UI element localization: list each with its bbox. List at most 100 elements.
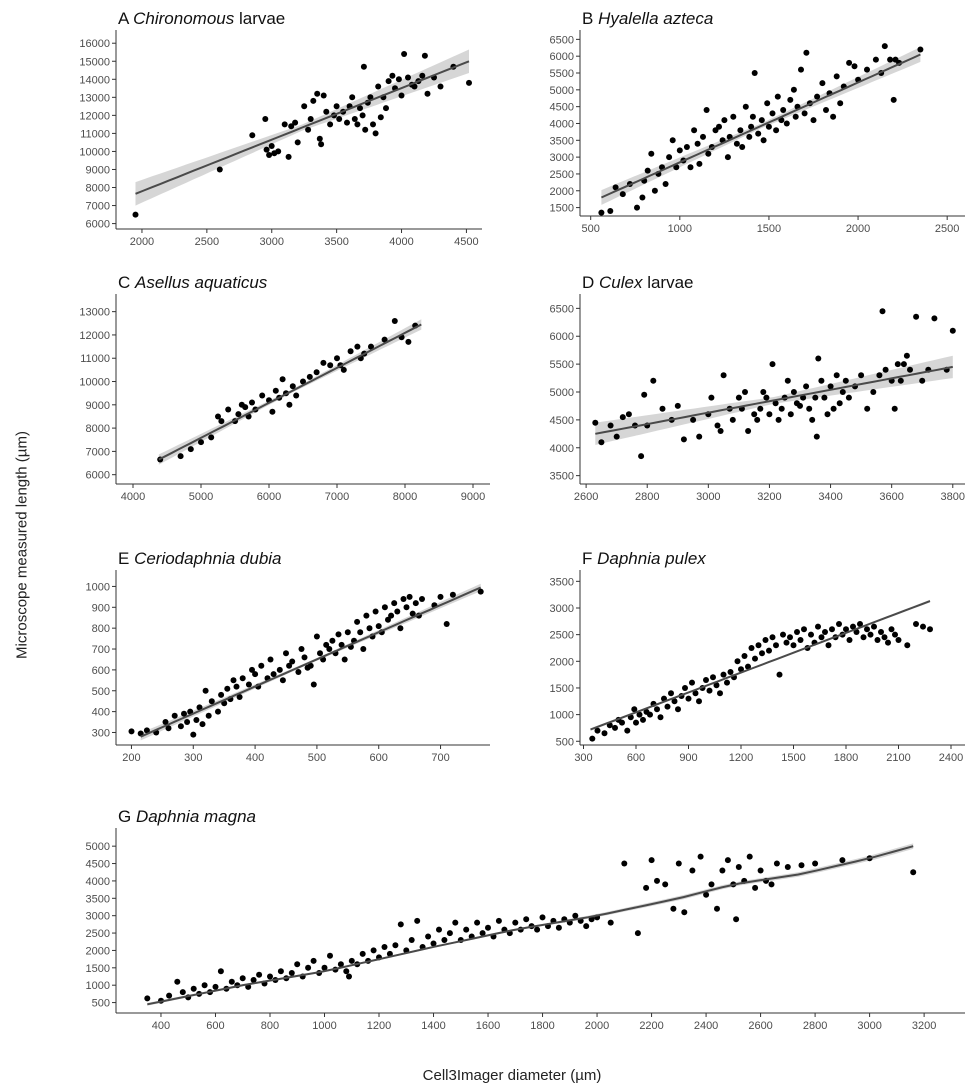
- data-point: [236, 694, 243, 700]
- data-point: [643, 884, 650, 891]
- data-point: [208, 698, 215, 705]
- panel-b: B Hyalella azteca 1500 2000 2500 3000 3500 400…: [550, 9, 965, 235]
- x-axis-title: Cell3Imager diameter (µm): [422, 1067, 602, 1084]
- x-tick-label: 2800: [803, 1020, 827, 1032]
- y-tick-label: 400: [92, 707, 110, 719]
- data-point: [846, 59, 853, 66]
- data-point: [333, 103, 340, 110]
- data-point: [419, 72, 426, 79]
- data-point: [783, 639, 790, 646]
- data-point: [872, 56, 879, 63]
- y-tick-label: 700: [92, 644, 110, 656]
- data-point: [235, 411, 242, 418]
- y-tick-label: 500: [92, 686, 110, 698]
- data-point: [675, 706, 681, 713]
- data-point: [713, 682, 720, 689]
- data-point: [286, 662, 293, 669]
- panel-c: C Asellus aquaticus 6000 7000 8000 9000 10000…: [79, 273, 490, 503]
- data-point: [803, 49, 810, 56]
- x-tick-label: 300: [574, 752, 592, 764]
- data-point: [662, 181, 669, 187]
- data-point: [414, 917, 421, 924]
- data-point: [733, 916, 740, 923]
- data-point: [193, 717, 200, 723]
- data-point: [372, 608, 379, 615]
- data-point: [752, 655, 758, 662]
- data-point: [823, 107, 829, 113]
- x-tick-label: 1200: [729, 752, 753, 764]
- data-point: [249, 399, 255, 406]
- data-point: [321, 964, 328, 971]
- data-point: [819, 80, 826, 87]
- data-point: [477, 588, 484, 595]
- data-point: [230, 677, 237, 684]
- data-point: [412, 600, 419, 607]
- data-point: [398, 92, 405, 99]
- x-tick-label: 600: [627, 752, 645, 764]
- data-point: [607, 919, 614, 926]
- y-tick-label: 12000: [79, 110, 110, 122]
- data-point: [675, 860, 682, 867]
- data-point: [818, 377, 825, 384]
- y-tick-label: 2000: [86, 945, 110, 957]
- data-point: [354, 121, 361, 128]
- data-point: [181, 710, 187, 717]
- data-point: [864, 626, 870, 633]
- data-point: [619, 414, 626, 421]
- data-point: [268, 143, 275, 149]
- data-point: [876, 372, 883, 379]
- y-tick-label: 16000: [79, 38, 110, 50]
- y-tick-label: 15000: [79, 56, 110, 68]
- data-point: [288, 123, 295, 130]
- data-point: [436, 926, 442, 933]
- y-tick-label: 1000: [550, 710, 574, 722]
- data-point: [313, 369, 320, 376]
- x-tick-label: 3000: [260, 236, 284, 248]
- x-tick-label: 4000: [121, 491, 145, 503]
- x-tick-label: 400: [152, 1020, 170, 1032]
- data-point: [666, 154, 673, 161]
- y-tick-label: 1500: [86, 963, 110, 975]
- data-point: [765, 123, 772, 130]
- data-point: [798, 66, 804, 73]
- data-point: [425, 933, 432, 940]
- data-point: [310, 681, 317, 688]
- x-tick-label: 2500: [195, 236, 219, 248]
- data-point: [633, 719, 639, 726]
- y-tick-label: 10000: [79, 146, 110, 158]
- data-point: [323, 108, 330, 115]
- x-tick-label: 2400: [694, 1020, 718, 1032]
- data-point: [338, 641, 345, 648]
- y-tick-label: 9000: [86, 400, 110, 412]
- data-point: [806, 405, 813, 412]
- data-point: [375, 83, 382, 90]
- data-point: [692, 690, 699, 697]
- x-tick-label: 3200: [757, 491, 781, 503]
- data-point: [391, 318, 398, 324]
- data-point: [673, 164, 680, 171]
- data-point: [829, 626, 835, 633]
- y-tick-label: 7000: [86, 446, 110, 458]
- data-point: [305, 964, 312, 971]
- data-point: [735, 394, 742, 401]
- data-point: [757, 867, 764, 874]
- data-point: [910, 869, 917, 876]
- data-point: [717, 428, 724, 434]
- data-point: [437, 83, 444, 90]
- data-point: [305, 126, 312, 133]
- data-point: [724, 679, 730, 686]
- data-point: [190, 985, 197, 992]
- data-point: [327, 121, 334, 128]
- data-point: [757, 405, 764, 412]
- data-point: [266, 152, 273, 158]
- x-tick-label: 500: [308, 752, 326, 764]
- x-tick-label: 3200: [912, 1020, 936, 1032]
- x-tick-label: 2000: [130, 236, 154, 248]
- data-point: [676, 147, 683, 154]
- data-point: [279, 376, 286, 383]
- data-point: [833, 73, 840, 80]
- data-point: [748, 123, 755, 130]
- data-point: [867, 631, 874, 638]
- data-point: [648, 150, 655, 157]
- data-point: [539, 914, 546, 921]
